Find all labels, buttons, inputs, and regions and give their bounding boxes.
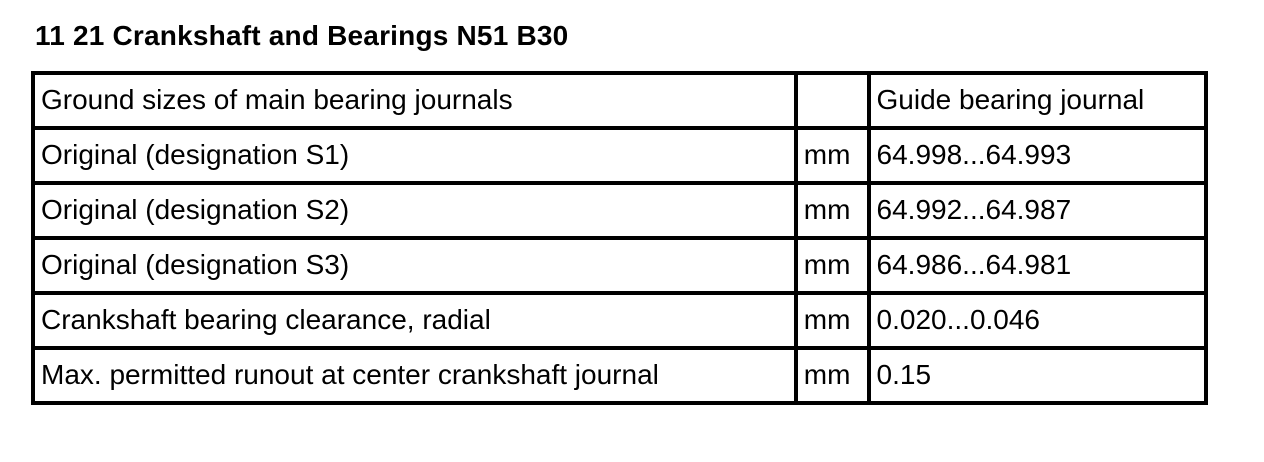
row-label-cell: Crankshaft bearing clearance, radial [31,291,798,350]
row-unit-cell: mm [793,181,871,240]
row-value-cell: 0.020...0.046 [866,291,1209,350]
row-unit-cell: mm [793,126,871,185]
row-value-cell: 64.992...64.987 [866,181,1209,240]
row-unit-cell: mm [793,291,871,350]
spec-table: Ground sizes of main bearing journals Gu… [31,71,1209,405]
table-row: Crankshaft bearing clearance, radial mm … [31,291,1209,350]
row-unit-cell: mm [793,236,871,295]
page-title: 11 21 Crankshaft and Bearings N51 B30 [35,20,569,51]
table-header-row: Ground sizes of main bearing journals Gu… [31,71,1209,130]
header-label-cell: Ground sizes of main bearing journals [31,71,798,130]
table-row: Original (designation S2) mm 64.992...64… [31,181,1209,240]
table-row: Original (designation S3) mm 64.986...64… [31,236,1209,295]
row-label-cell: Max. permitted runout at center cranksha… [31,346,798,405]
table-row: Original (designation S1) mm 64.998...64… [31,126,1209,185]
header-value-cell: Guide bearing journal [866,71,1209,130]
header-unit-cell [793,71,871,130]
table-row: Max. permitted runout at center cranksha… [31,346,1209,405]
row-label-cell: Original (designation S3) [31,236,798,295]
row-label-cell: Original (designation S2) [31,181,798,240]
row-value-cell: 64.986...64.981 [866,236,1209,295]
row-unit-cell: mm [793,346,871,405]
row-value-cell: 0.15 [866,346,1209,405]
row-value-cell: 64.998...64.993 [866,126,1209,185]
row-label-cell: Original (designation S1) [31,126,798,185]
